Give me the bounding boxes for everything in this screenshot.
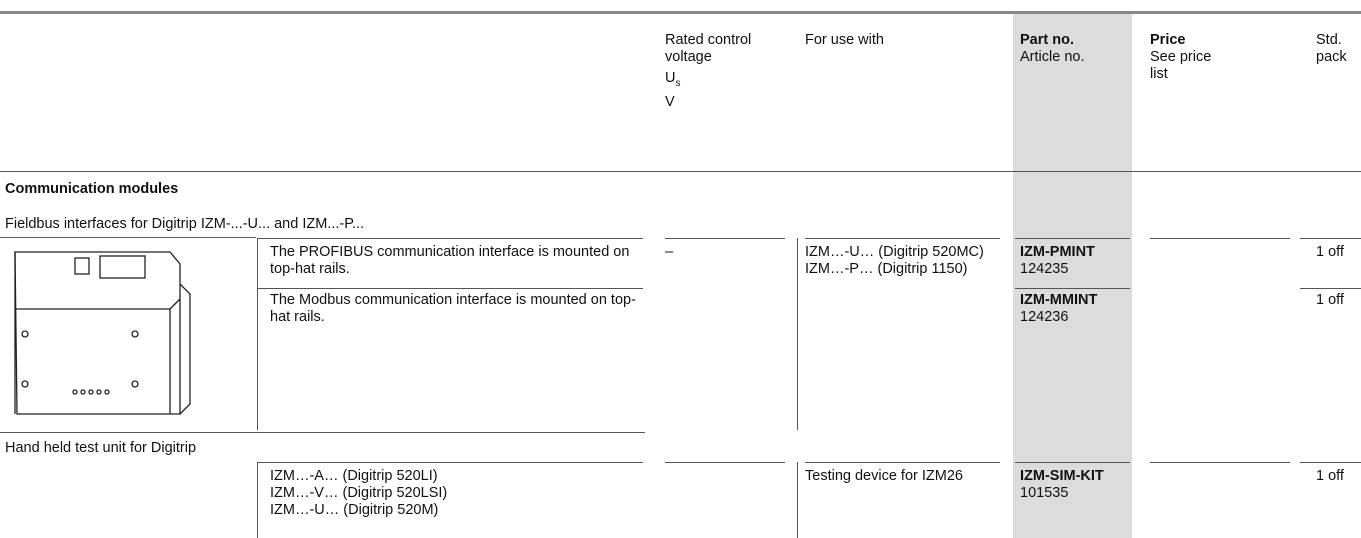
rule	[258, 238, 643, 239]
rule	[1150, 462, 1290, 463]
rule	[0, 432, 645, 433]
rule	[258, 288, 643, 289]
voltage: –	[665, 244, 674, 260]
rule	[1015, 288, 1130, 289]
for-use-with: IZM…-P… (Digitrip 1150)	[805, 261, 968, 277]
std-pack-header: Std. pack	[1316, 32, 1347, 65]
article-no: 124235	[1020, 261, 1069, 277]
article-no-header: Article no.	[1020, 49, 1085, 65]
rule	[1300, 238, 1361, 239]
rule	[0, 171, 1361, 172]
description: IZM…-A… (Digitrip 520LI)	[270, 468, 438, 484]
rule	[805, 238, 1000, 239]
part-no: IZM-SIM-KIT	[1020, 468, 1104, 484]
rule	[1300, 462, 1361, 463]
rule	[257, 238, 258, 430]
group-title: Hand held test unit for Digitrip	[5, 440, 197, 456]
part-no-header: Part no.	[1020, 32, 1074, 48]
for-use-with: IZM…-U… (Digitrip 520MC)	[805, 244, 984, 260]
section-title: Communication modules	[5, 181, 179, 197]
rule	[1015, 238, 1130, 239]
part-no: IZM-MMINT	[1020, 292, 1098, 308]
rule	[258, 462, 643, 463]
std-pack: 1 off	[1316, 244, 1344, 260]
description: IZM…-V… (Digitrip 520LSI)	[270, 485, 448, 501]
top-rule	[0, 11, 1361, 14]
price-header: Price	[1150, 32, 1186, 48]
device-image	[14, 251, 191, 415]
symbol-sub: s	[675, 77, 681, 89]
voltage-header: Rated control voltage	[665, 32, 752, 65]
rule	[797, 462, 798, 538]
std-pack: 1 off	[1316, 292, 1344, 308]
rule	[797, 238, 798, 430]
rule	[665, 238, 785, 239]
description: IZM…-U… (Digitrip 520M)	[270, 502, 439, 518]
article-no: 101535	[1020, 485, 1069, 501]
symbol-main: U	[665, 70, 676, 86]
std-pack: 1 off	[1316, 468, 1344, 484]
unit: V	[665, 94, 675, 110]
rule	[257, 462, 258, 538]
group-title: Fieldbus interfaces for Digitrip IZM-...…	[5, 216, 365, 232]
rule	[1015, 462, 1130, 463]
article-no: 124236	[1020, 309, 1069, 325]
rule	[805, 462, 1000, 463]
symbol: Us	[665, 70, 680, 92]
price-note: See price list	[1150, 49, 1212, 82]
rule	[0, 237, 256, 238]
description: The Modbus communication interface is mo…	[270, 292, 636, 325]
description: The PROFIBUS communication interface is …	[270, 244, 630, 277]
part-no: IZM-PMINT	[1020, 244, 1095, 260]
rule	[665, 462, 785, 463]
rule	[1150, 238, 1290, 239]
shade	[1013, 14, 1132, 538]
for-use-with: Testing device for IZM26	[805, 468, 963, 484]
rule	[1300, 288, 1361, 289]
for-use-header: For use with	[805, 32, 884, 48]
